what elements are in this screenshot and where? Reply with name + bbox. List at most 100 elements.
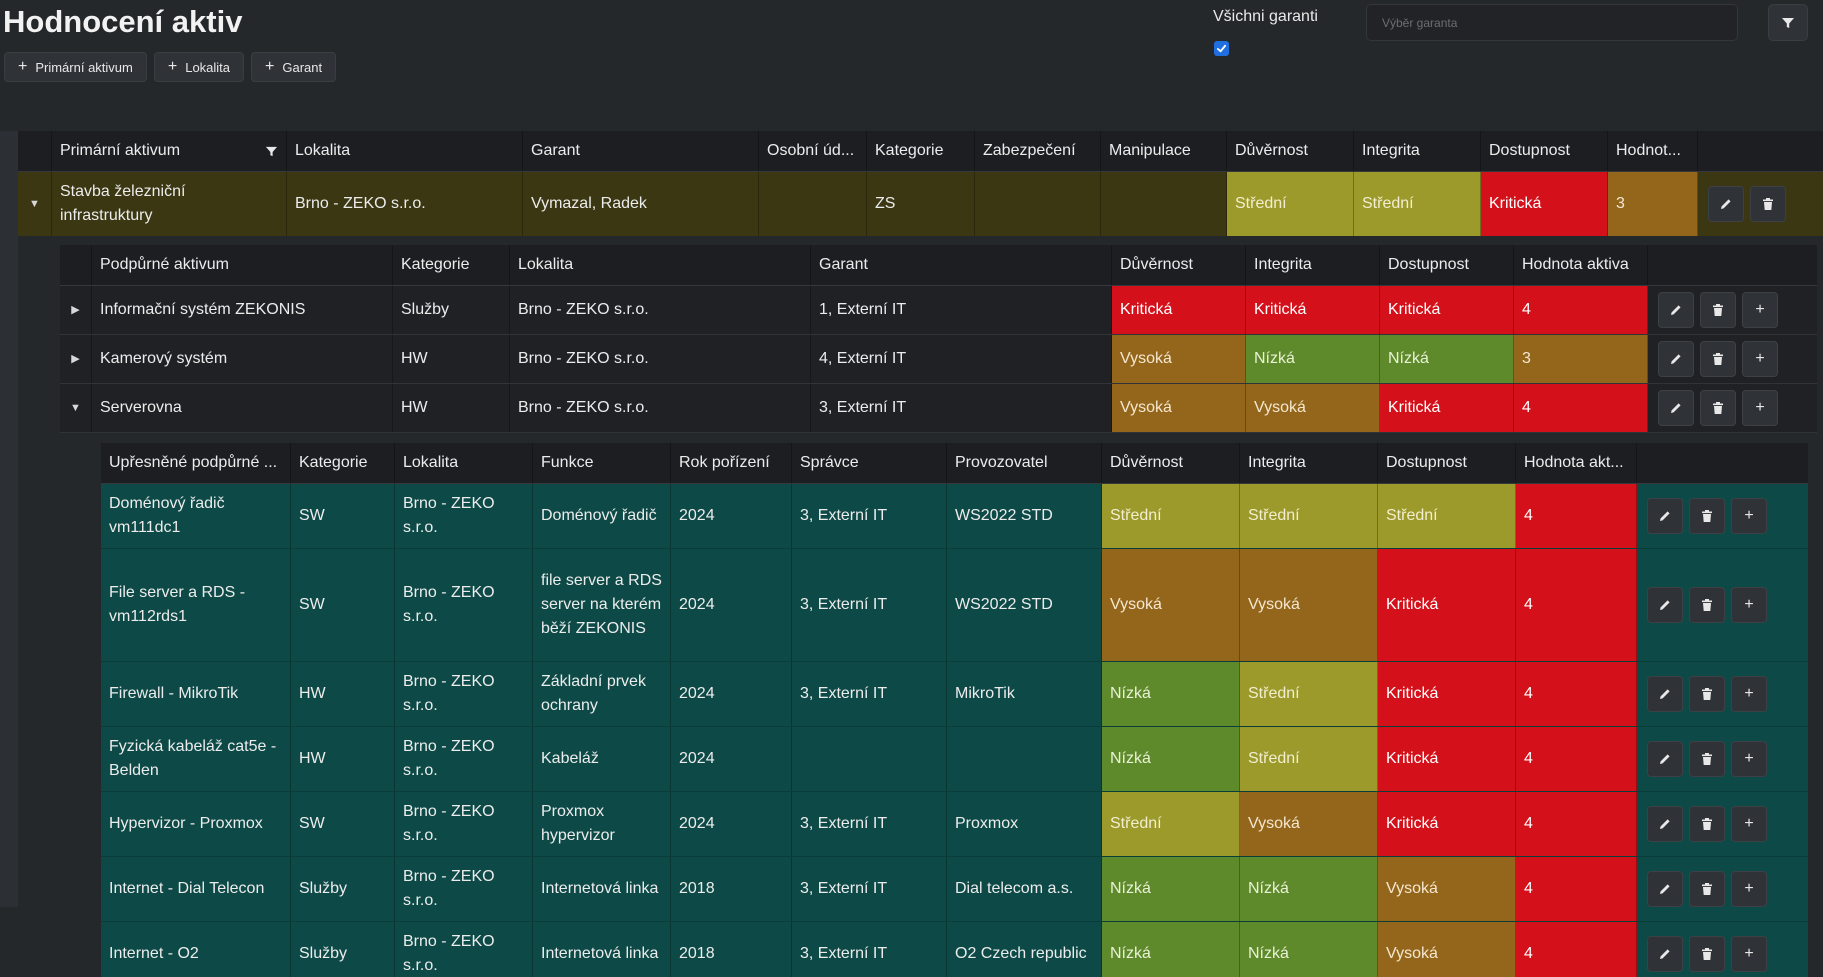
- delete-button[interactable]: [1700, 390, 1736, 426]
- table-row[interactable]: Doménový řadič vm111dc1 SW Brno - ZEKO s.r…: [101, 484, 1808, 549]
- table-row[interactable]: File server a RDS - vm112rds1 SW Brno - ZE…: [101, 549, 1808, 662]
- column-header-supporting-asset[interactable]: Podpůrné aktivum: [92, 245, 393, 285]
- filter-button[interactable]: [1768, 4, 1808, 41]
- column-header-availability[interactable]: Dostupnost: [1481, 131, 1608, 171]
- pencil-icon: [1721, 199, 1731, 209]
- confidentiality-rating: Střední: [1102, 792, 1240, 856]
- column-header-administrator[interactable]: Správce: [792, 443, 947, 483]
- add-button[interactable]: +: [1731, 871, 1767, 907]
- delete-button[interactable]: [1750, 186, 1786, 222]
- delete-button[interactable]: [1689, 806, 1725, 842]
- detailed-asset-name: File server a RDS - vm112rds1: [101, 549, 291, 661]
- column-header-guarantor[interactable]: Garant: [523, 131, 759, 171]
- pencil-icon: [1660, 884, 1670, 894]
- column-header-acquisition-year[interactable]: Rok pořízení: [671, 443, 792, 483]
- edit-button[interactable]: [1647, 871, 1683, 907]
- column-header-handling[interactable]: Manipulace: [1101, 131, 1227, 171]
- column-header-personal-data[interactable]: Osobní úd...: [759, 131, 867, 171]
- administrator: 3, Externí IT: [792, 922, 947, 977]
- edit-button[interactable]: [1658, 341, 1694, 377]
- edit-button[interactable]: [1647, 587, 1683, 623]
- add-button[interactable]: +: [1742, 292, 1778, 328]
- delete-button[interactable]: [1689, 936, 1725, 972]
- column-header-availability[interactable]: Dostupnost: [1378, 443, 1516, 483]
- expand-toggle[interactable]: ▶: [60, 335, 92, 383]
- add-button[interactable]: +: [1742, 390, 1778, 426]
- delete-button[interactable]: [1689, 498, 1725, 534]
- collapse-toggle[interactable]: ▼: [60, 384, 92, 432]
- column-header-category[interactable]: Kategorie: [393, 245, 510, 285]
- column-header-guarantor[interactable]: Garant: [811, 245, 1112, 285]
- column-header-integrity[interactable]: Integrita: [1354, 131, 1481, 171]
- edit-button[interactable]: [1647, 806, 1683, 842]
- column-header-availability[interactable]: Dostupnost: [1380, 245, 1514, 285]
- detailed-asset-category: SW: [291, 549, 395, 661]
- column-header-category[interactable]: Kategorie: [291, 443, 395, 483]
- delete-button[interactable]: [1689, 871, 1725, 907]
- column-header-integrity[interactable]: Integrita: [1246, 245, 1380, 285]
- plus-icon: +: [1744, 507, 1754, 524]
- asset-value: 4: [1516, 792, 1637, 856]
- add-button[interactable]: +: [1731, 806, 1767, 842]
- add-button[interactable]: +: [1731, 676, 1767, 712]
- add-button[interactable]: +: [1731, 741, 1767, 777]
- collapse-toggle[interactable]: ▼: [18, 172, 52, 236]
- edit-button[interactable]: [1658, 390, 1694, 426]
- column-header-security[interactable]: Zabezpečení: [975, 131, 1101, 171]
- add-guarantor-button[interactable]: + Garant: [251, 52, 337, 82]
- column-header-detailed-asset[interactable]: Upřesněné podpůrné ...: [101, 443, 291, 483]
- column-header-confidentiality[interactable]: Důvěrnost: [1227, 131, 1354, 171]
- column-header-category[interactable]: Kategorie: [867, 131, 975, 171]
- table-row[interactable]: ▶ Kamerový systém HW Brno - ZEKO s.r.o. …: [60, 335, 1817, 384]
- plus-icon: +: [1755, 350, 1765, 367]
- filter-icon[interactable]: [265, 145, 278, 158]
- delete-button[interactable]: [1689, 587, 1725, 623]
- confidentiality-rating: Vysoká: [1112, 335, 1246, 383]
- delete-button[interactable]: [1700, 292, 1736, 328]
- column-header-location[interactable]: Lokalita: [395, 443, 533, 483]
- delete-button[interactable]: [1689, 676, 1725, 712]
- column-header-location[interactable]: Lokalita: [510, 245, 811, 285]
- column-header-asset-value[interactable]: Hodnota aktiva: [1514, 245, 1648, 285]
- expand-toggle[interactable]: ▶: [60, 286, 92, 334]
- column-header-confidentiality[interactable]: Důvěrnost: [1102, 443, 1240, 483]
- column-header-function[interactable]: Funkce: [533, 443, 671, 483]
- edit-button[interactable]: [1647, 498, 1683, 534]
- column-header-confidentiality[interactable]: Důvěrnost: [1112, 245, 1246, 285]
- acquisition-year: 2024: [671, 549, 792, 661]
- guarantor-select[interactable]: Výběr garanta: [1366, 4, 1738, 41]
- column-header-location[interactable]: Lokalita: [287, 131, 523, 171]
- add-button[interactable]: +: [1742, 341, 1778, 377]
- add-button[interactable]: +: [1731, 936, 1767, 972]
- add-location-button[interactable]: + Lokalita: [153, 52, 245, 82]
- column-header-integrity[interactable]: Integrita: [1240, 443, 1378, 483]
- edit-button[interactable]: [1708, 186, 1744, 222]
- add-button[interactable]: +: [1731, 587, 1767, 623]
- delete-button[interactable]: [1689, 741, 1725, 777]
- all-guarantors-checkbox[interactable]: [1214, 41, 1229, 56]
- table-row[interactable]: ▼ Serverovna HW Brno - ZEKO s.r.o. 3, Ex…: [60, 384, 1817, 433]
- table-row[interactable]: ▶ Informační systém ZEKONIS Služby Brno …: [60, 286, 1817, 335]
- availability-rating: Kritická: [1378, 549, 1516, 661]
- operator: WS2022 STD: [947, 549, 1102, 661]
- add-primary-asset-button[interactable]: + Primární aktivum: [4, 52, 147, 82]
- row-actions: +: [1648, 335, 1817, 383]
- column-header-primary-asset[interactable]: Primární aktivum: [52, 131, 287, 171]
- edit-button[interactable]: [1647, 741, 1683, 777]
- column-header-operator[interactable]: Provozovatel: [947, 443, 1102, 483]
- add-button[interactable]: +: [1731, 498, 1767, 534]
- administrator: [792, 727, 947, 791]
- column-header-value[interactable]: Hodnot...: [1608, 131, 1698, 171]
- table-row[interactable]: Internet - Dial Telecon Služby Brno - ZEKO…: [101, 857, 1808, 922]
- edit-button[interactable]: [1658, 292, 1694, 328]
- table-row[interactable]: Internet - O2 Služby Brno - ZEKO s.r.o. Int…: [101, 922, 1808, 977]
- table-row[interactable]: Firewall - MikroTik HW Brno - ZEKO s.r.o. Z…: [101, 662, 1808, 727]
- delete-button[interactable]: [1700, 341, 1736, 377]
- table-row[interactable]: Hypervizor - Proxmox SW Brno - ZEKO s.r.o.…: [101, 792, 1808, 857]
- edit-button[interactable]: [1647, 676, 1683, 712]
- column-header-asset-value[interactable]: Hodnota akt...: [1516, 443, 1637, 483]
- edit-button[interactable]: [1647, 936, 1683, 972]
- plus-icon: +: [1744, 685, 1754, 702]
- table-row[interactable]: ▼ Stavba železniční infrastruktury Brno …: [18, 172, 1823, 236]
- table-row[interactable]: Fyzická kabeláž cat5e - Belden HW Brno - Z…: [101, 727, 1808, 792]
